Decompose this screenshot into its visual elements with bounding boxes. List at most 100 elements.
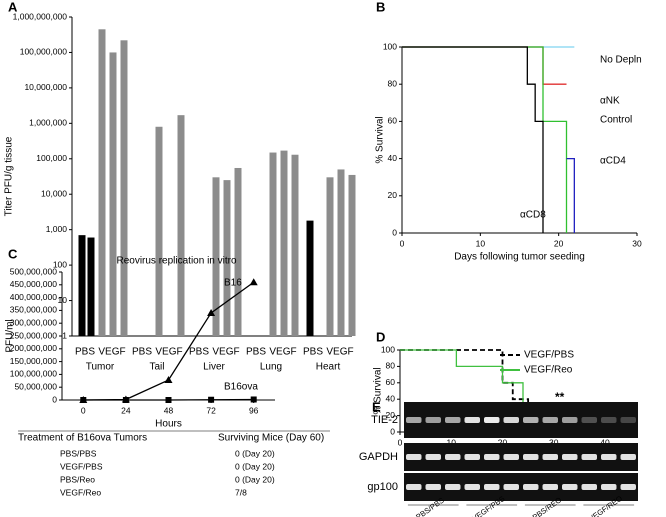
series-line [402,46,544,233]
bar [280,150,288,336]
y-tick-label: 80 [388,78,398,88]
legend-label: VEGF/PBS [524,350,574,361]
y-tick-label: 20 [386,410,396,420]
y-tick-label: 20 [388,190,398,200]
gel-band [464,454,480,460]
series-label: B16 [224,278,242,289]
gel-band [542,454,558,460]
gel-band [581,484,597,490]
bar [326,177,334,336]
series-line [400,349,535,432]
gel-band [406,454,422,460]
subgroup-label: PBS [75,347,95,358]
group-label: Lung [260,362,282,373]
gel-band [484,417,500,423]
panel-label: C [8,246,18,261]
bar [155,126,163,337]
y-tick-label: 60 [386,377,396,387]
y-tick-label: 50,000,000 [14,381,57,391]
subgroup-label: PBS [303,347,323,358]
x-tick-label: 30 [549,437,559,447]
y-tick-label: 300,000,000 [10,317,58,327]
gel-band [425,417,441,423]
subgroup-label: VEGF [269,347,296,358]
y-tick-label: 40 [386,393,396,403]
gel-band [562,417,578,423]
gel-band [601,454,617,460]
gel-row [404,443,638,471]
y-tick-label: 100 [53,259,67,269]
series-line [566,157,575,233]
gel-row [404,473,638,501]
legend-label: VEGF/Reo [524,365,573,376]
gel-band [425,484,441,490]
y-tick-label: 40 [388,153,398,163]
subgroup-label: VEGF [155,347,182,358]
table-header: Treatment of B16ova Tumors [18,433,147,444]
panel-label: E [372,399,381,414]
series-line [402,46,567,85]
y-tick-label: 1,000 [46,224,68,234]
group-label: Tumor [86,362,115,373]
x-tick-label: 0 [400,238,405,248]
gel-band [445,484,461,490]
gel-row [404,402,638,438]
gel-band [503,454,519,460]
gel-band [581,454,597,460]
marker [250,396,257,403]
y-tick-label: 0 [52,394,57,404]
gel-band [406,417,422,423]
x-axis-label: Days following tumor seeding [454,252,585,263]
subgroup-label: PBS [246,347,266,358]
series-label: αNK [600,96,620,107]
table-cell: VEGF/Reo [60,487,101,497]
x-tick-label: 30 [632,238,642,248]
x-tick-label: 96 [249,405,259,415]
y-tick-label: 100,000,000 [20,47,68,57]
bar [87,237,95,336]
y-axis-label: Titer PFU/g tissue [4,136,15,216]
table-cell: 0 (Day 20) [235,448,275,458]
marker [122,397,129,403]
marker [165,397,172,403]
bar [212,177,220,336]
gel-band [464,417,480,423]
table-cell: 0 (Day 20) [235,474,275,484]
series-label: αCD4 [600,156,626,167]
series-label: Control [600,115,632,126]
y-tick-label: 80 [386,361,396,371]
gel-band [562,454,578,460]
gel-row-label: GAPDH [359,451,398,463]
bar [337,169,345,336]
group-label: Liver [203,362,225,373]
gel-band [542,417,558,423]
bar [109,52,117,336]
gel-band [406,484,422,490]
gel-band [562,484,578,490]
table-cell: 7/8 [235,487,247,497]
y-tick-label: 450,000,000 [10,279,58,289]
gel-annotation: ** [555,390,565,404]
y-tick-label: 150,000,000 [10,356,58,366]
y-tick-label: 10,000,000 [24,82,67,92]
subgroup-label: VEGF [98,347,125,358]
subgroup-label: PBS [132,347,152,358]
y-tick-label: 1 [62,330,67,340]
subgroup-label: VEGF [212,347,239,358]
gel-band [484,454,500,460]
x-axis-label: Hours [155,419,182,430]
x-tick-label: 24 [121,405,131,415]
gel-band [445,454,461,460]
chart-title: Reovirus replication in vitro [116,256,236,267]
x-tick-label: 72 [206,405,216,415]
y-tick-label: 0 [392,227,397,237]
y-axis-label: % Survival [375,116,386,163]
bar [291,154,299,336]
gel-band [445,417,461,423]
gel-band [503,417,519,423]
panel-label: D [376,329,385,344]
x-tick-label: 0 [398,437,403,447]
series-line [402,46,568,233]
y-tick-label: 100 [383,41,397,51]
